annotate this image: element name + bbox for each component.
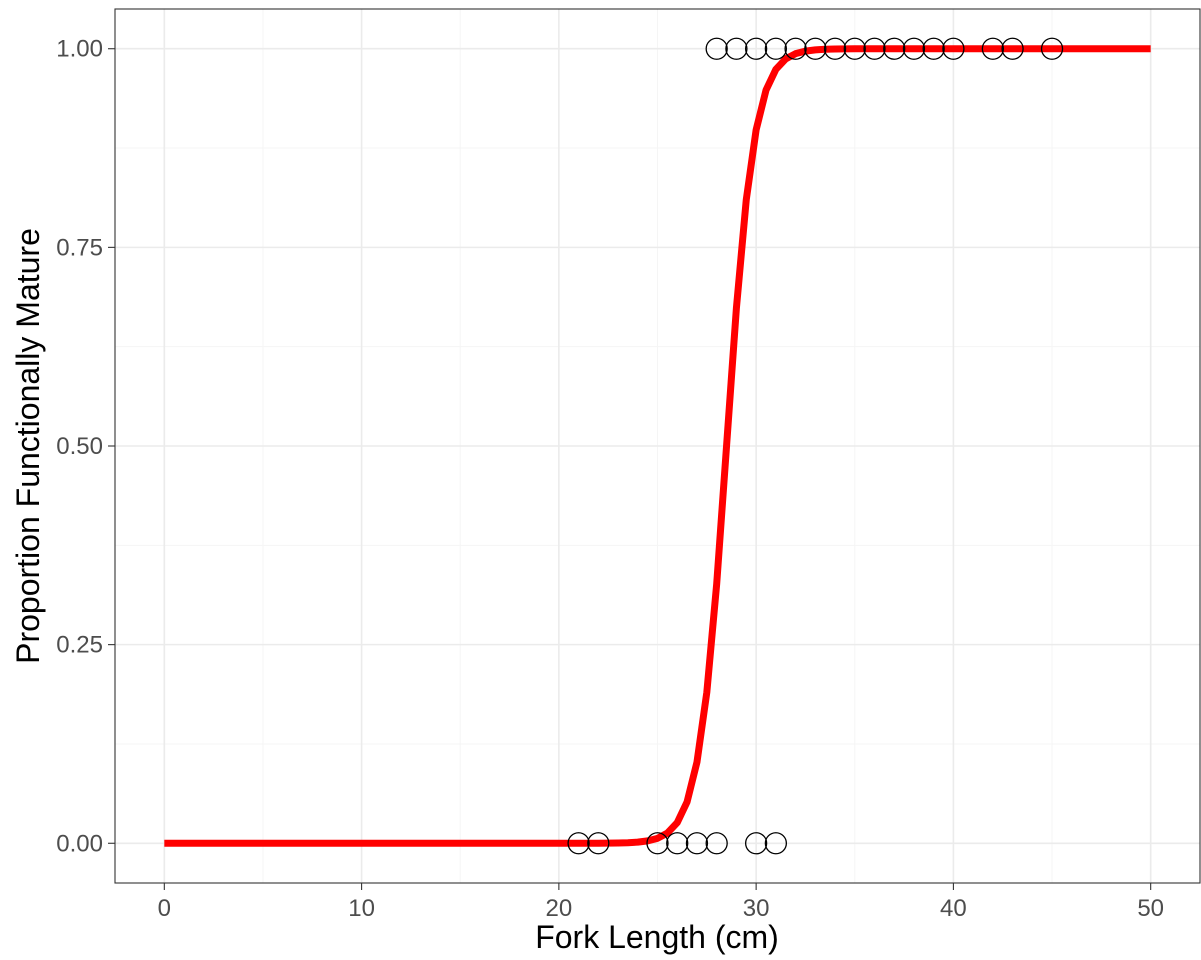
mature-observation-point — [764, 37, 788, 60]
immature-observation-point — [666, 832, 689, 855]
y-axis-title: Proportion Functionally Mature — [10, 228, 46, 664]
major-gridlines — [115, 9, 1200, 883]
x-tick-label: 40 — [940, 895, 967, 922]
observation-points — [567, 37, 1064, 855]
mature-observation-point — [883, 37, 906, 60]
x-axis-ticks: 0 10 20 30 40 50 — [158, 883, 1164, 922]
mature-observation-point — [863, 37, 886, 60]
mature-observation-point — [1001, 37, 1024, 60]
mature-observation-point — [922, 37, 945, 60]
mature-observation-point — [705, 37, 728, 60]
x-tick-label: 30 — [743, 895, 770, 922]
mature-observation-point — [804, 37, 827, 60]
immature-observation-point — [587, 832, 610, 855]
immature-observation-point — [685, 832, 709, 855]
mature-observation-point — [823, 37, 847, 60]
mature-observation-point — [784, 37, 807, 60]
x-tick-label: 0 — [158, 895, 171, 922]
y-tick-label: 0.50 — [56, 433, 103, 460]
y-tick-label: 1.00 — [56, 36, 103, 63]
immature-observation-point — [646, 832, 669, 855]
mature-observation-point — [843, 37, 866, 60]
immature-observation-point — [705, 832, 728, 855]
mature-observation-point — [942, 37, 965, 60]
y-tick-label: 0.25 — [56, 632, 103, 659]
mature-observation-point — [1040, 37, 1064, 60]
mature-observation-point — [902, 37, 926, 60]
x-tick-label: 50 — [1137, 895, 1164, 922]
mature-observation-point — [725, 37, 748, 60]
x-axis-title: Fork Length (cm) — [535, 919, 779, 955]
immature-observation-point — [567, 832, 590, 855]
immature-observation-point — [764, 832, 788, 855]
x-tick-label: 20 — [546, 895, 573, 922]
mature-observation-point — [981, 37, 1005, 60]
y-axis-ticks: 0.00 0.25 0.50 0.75 1.00 — [56, 36, 115, 857]
fitted-logistic-curve — [164, 45, 1151, 847]
y-tick-label: 0.00 — [56, 830, 103, 857]
y-tick-label: 0.75 — [56, 234, 103, 261]
fitted-curve-layer — [164, 45, 1151, 847]
immature-observation-point — [744, 832, 768, 855]
mature-observation-point — [744, 37, 768, 60]
x-tick-label: 10 — [348, 895, 375, 922]
